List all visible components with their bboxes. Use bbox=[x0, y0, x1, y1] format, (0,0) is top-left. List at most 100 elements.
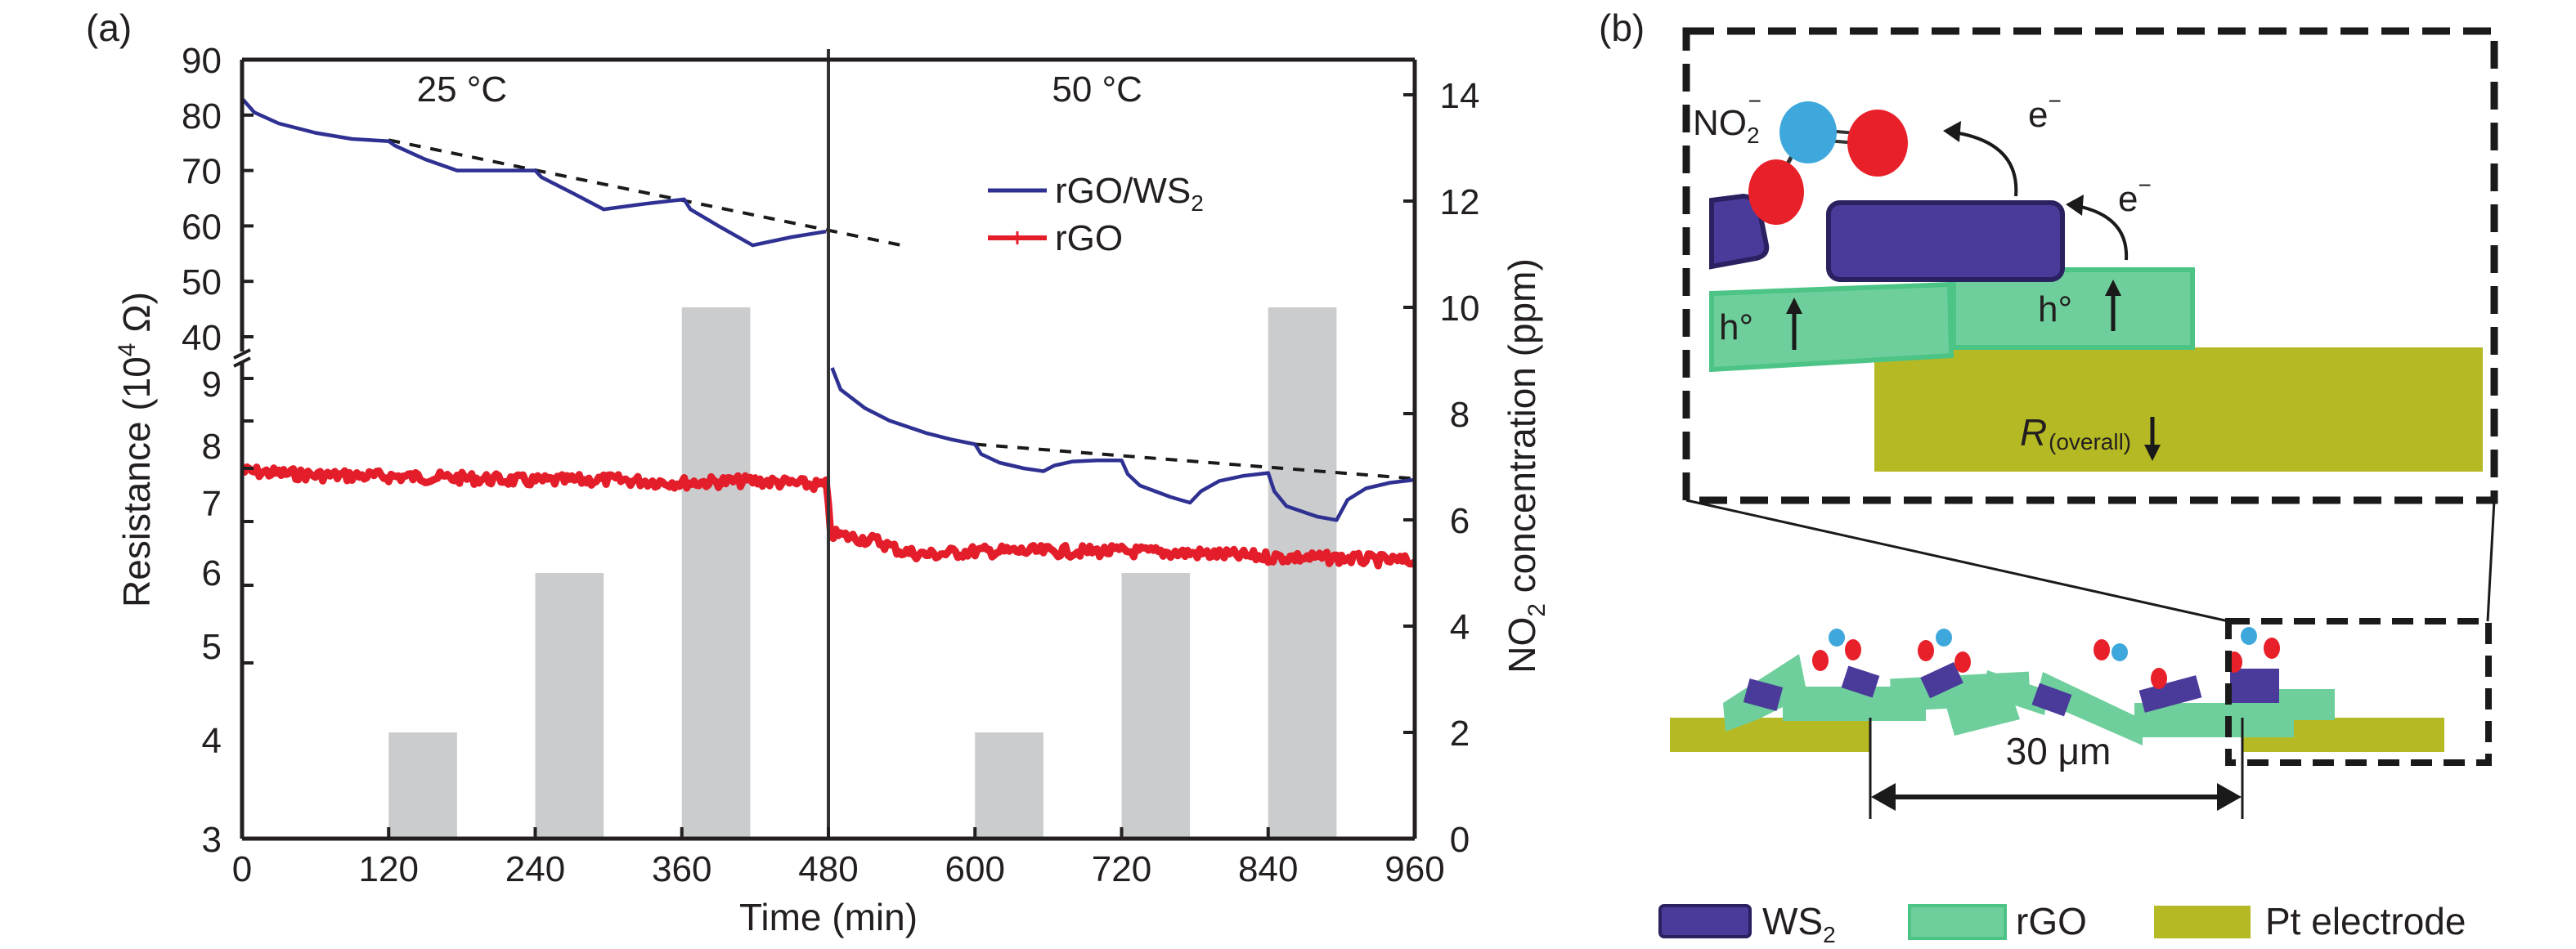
inset-ws2-flake bbox=[1826, 200, 2065, 282]
legend-swatch-ws2 bbox=[1658, 904, 1752, 938]
y2-tick-label: 10 bbox=[1440, 289, 1480, 329]
arrowhead-icon bbox=[1871, 783, 1896, 811]
y-axis-title-tail: Ω) bbox=[115, 292, 158, 343]
x-axis-title: Time (min) bbox=[739, 896, 918, 938]
resistance-subscript: (overall) bbox=[2049, 429, 2131, 454]
y2-axis-title-post: concentration (ppm) bbox=[1501, 258, 1543, 603]
resistance-label: R bbox=[2020, 411, 2047, 454]
electron-transfer-arrow bbox=[1954, 131, 2018, 197]
y-tick-label: 60 bbox=[182, 207, 222, 247]
pt-electrode-left bbox=[1670, 718, 1870, 752]
y-tick-label: 50 bbox=[182, 262, 222, 302]
inset-rgo-sheet-right bbox=[1951, 267, 2195, 350]
plot-lines bbox=[240, 49, 1417, 839]
series-line-rgo-ws2 bbox=[830, 367, 1416, 522]
baseline-drift-line bbox=[388, 138, 903, 248]
ws2-flake bbox=[1841, 665, 1880, 698]
nitrogen-atom bbox=[1779, 101, 1837, 163]
x-tick-label: 120 bbox=[359, 849, 419, 889]
electron-transfer-arrow bbox=[2076, 204, 2129, 261]
inset-pt-electrode bbox=[1874, 347, 2483, 472]
arrowhead-icon bbox=[2217, 783, 2242, 811]
electron-label-2: e− bbox=[2118, 172, 2152, 219]
zoom-connector-line bbox=[1685, 499, 2229, 623]
y-tick-label: 9 bbox=[202, 365, 222, 405]
y-tick-label: 5 bbox=[202, 627, 222, 667]
legend-label-pt-electrode: Pt electrode bbox=[2265, 900, 2466, 942]
arrowhead-icon bbox=[2105, 280, 2121, 296]
annotation-25c: 25 °C bbox=[417, 69, 508, 110]
x-tick-label: 720 bbox=[1092, 849, 1151, 889]
y2-tick-label: 6 bbox=[1450, 501, 1470, 541]
x-tick-label: 600 bbox=[945, 849, 1005, 889]
y-axis-title: Resistance (104 Ω) bbox=[114, 292, 158, 607]
no2-label: NO2− bbox=[1693, 88, 1761, 148]
concentration-bar bbox=[388, 732, 457, 839]
zoom-connector-line bbox=[2486, 499, 2496, 622]
gap-label: 30 μm bbox=[2006, 730, 2112, 772]
tick-labels: 0 120 240 360 480 600 720 840 960908070605040987… bbox=[182, 41, 1479, 889]
y2-tick-label: 2 bbox=[1450, 714, 1470, 754]
inset-box bbox=[1682, 27, 2498, 504]
no2-molecule bbox=[1918, 629, 1971, 673]
y-tick-label: 80 bbox=[182, 96, 222, 137]
legend-label-rgo: rGO bbox=[2016, 900, 2087, 942]
concentration-bar bbox=[1121, 573, 1191, 839]
y-tick-label: 40 bbox=[182, 318, 222, 358]
baseline-drift-line bbox=[975, 442, 1416, 481]
x-tick-label: 960 bbox=[1384, 849, 1444, 889]
concentration-bar bbox=[535, 573, 604, 839]
x-tick-label: 480 bbox=[798, 849, 858, 889]
y-tick-label: 3 bbox=[202, 820, 222, 860]
hole-label-left: h° bbox=[1719, 307, 1753, 347]
inset-rgo-sheet-left bbox=[1709, 281, 1954, 373]
x-tick-label: 240 bbox=[505, 849, 565, 889]
electron-label-1: e− bbox=[2028, 88, 2062, 135]
arrowhead-icon bbox=[1786, 298, 1802, 314]
y-tick-label: 7 bbox=[202, 484, 222, 524]
y-tick-label: 8 bbox=[202, 427, 222, 467]
legend-label-rgo-ws2: rGO/WS2 bbox=[1055, 171, 1204, 216]
x-tick-label: 840 bbox=[1238, 849, 1298, 889]
y-tick-label: 6 bbox=[202, 553, 222, 593]
y-axis-title-sup: 4 bbox=[114, 342, 141, 356]
diagram-panel-b: NO2− e− e− h° h° R (overall) bbox=[1658, 27, 2498, 947]
no2-molecule bbox=[1812, 629, 1861, 671]
ws2-flake bbox=[2138, 675, 2202, 713]
y2-axis-title: NO2 concentration (ppm) bbox=[1501, 258, 1551, 674]
arrowhead-icon bbox=[1943, 121, 1961, 142]
rgo-flake bbox=[2036, 672, 2143, 745]
legend-swatch-pt-electrode bbox=[2154, 906, 2251, 938]
rgo-flake bbox=[1946, 695, 2020, 736]
y-tick-label: 90 bbox=[182, 41, 222, 81]
x-tick-label: 360 bbox=[652, 849, 711, 889]
oxygen-atom bbox=[1847, 110, 1908, 177]
oxygen-atom bbox=[1748, 159, 1804, 225]
ws2-flake bbox=[2230, 669, 2279, 703]
axes bbox=[233, 57, 1417, 841]
legend-label-ws2: WS2 bbox=[1762, 900, 1836, 947]
series-line-rgo-ws2 bbox=[240, 97, 827, 248]
x-tick-label: 0 bbox=[232, 849, 252, 889]
annotation-50c: 50 °C bbox=[1052, 69, 1142, 110]
y2-tick-label: 4 bbox=[1450, 607, 1470, 647]
concentration-bar bbox=[975, 732, 1043, 839]
y2-tick-label: 12 bbox=[1440, 182, 1480, 222]
concentration-bar bbox=[1268, 307, 1337, 839]
axis-break-mark bbox=[233, 356, 251, 368]
y2-tick-label: 0 bbox=[1450, 820, 1470, 860]
ws2-flake bbox=[1743, 678, 1784, 711]
legend-swatch-rgo bbox=[1908, 904, 2007, 940]
y-tick-label: 4 bbox=[202, 721, 222, 761]
ws2-flake bbox=[2031, 683, 2072, 717]
legend-label-rgo: rGO bbox=[1055, 218, 1123, 258]
y2-axis-title-pre: NO bbox=[1501, 617, 1543, 674]
panel-a-label: (a) bbox=[86, 7, 132, 49]
ws2-flake bbox=[1920, 662, 1963, 699]
panel-b-label: (b) bbox=[1599, 7, 1645, 49]
y2-axis-title-sub: 2 bbox=[1524, 603, 1551, 617]
no2-molecule bbox=[2094, 639, 2167, 689]
axis-break-mark bbox=[233, 348, 251, 360]
chart-legend: rGO/WS2 rGO bbox=[988, 171, 1204, 258]
arrowhead-icon bbox=[2066, 195, 2084, 216]
